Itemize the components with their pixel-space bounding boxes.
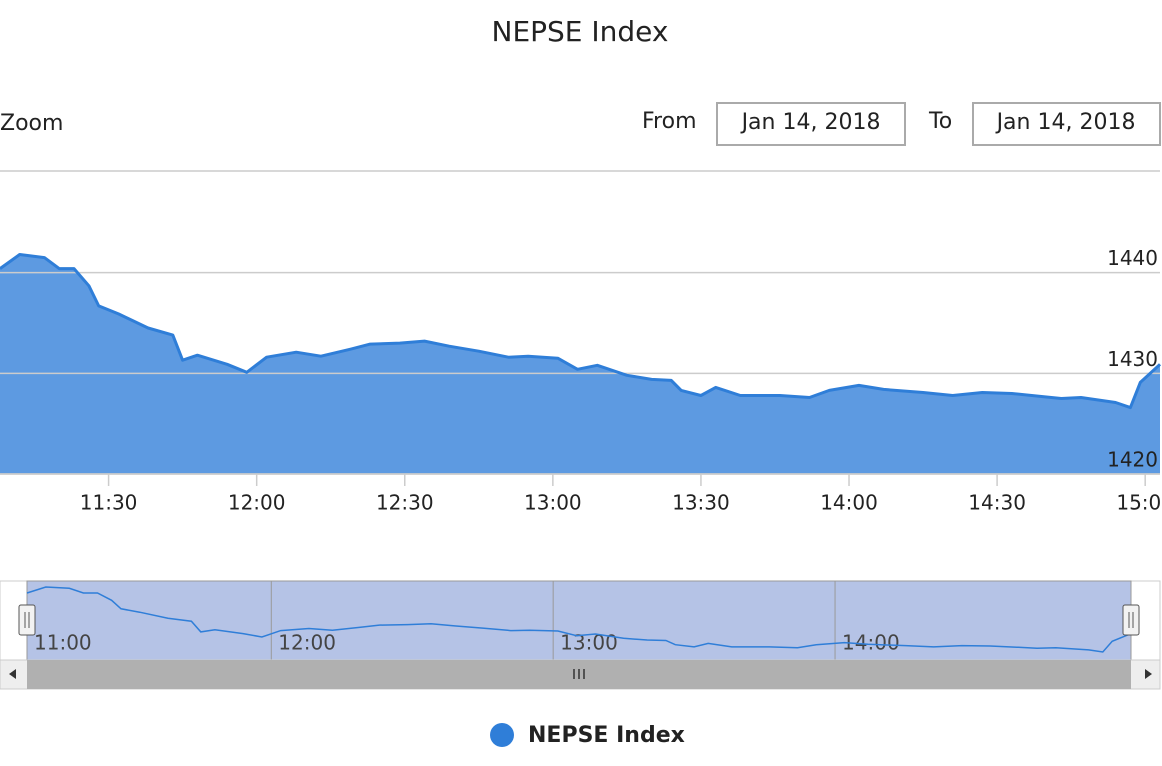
navigator-line [26, 586, 1132, 653]
from-date[interactable]: Jan 14, 2018 [740, 110, 881, 135]
x-tick-label: 14:00 [820, 491, 878, 515]
series-line [0, 253, 1162, 410]
scroll-left-arrow[interactable] [9, 669, 16, 679]
navigator[interactable]: 11:00 12:00 13:00 14:00 [0, 580, 1161, 661]
plot-area: 1420 1430 1440 11:30 12:00 12:30 13:00 13:30 14:… [0, 246, 1162, 515]
x-tick-label: 13:30 [672, 491, 730, 515]
y-tick-label: 1430 [1107, 347, 1158, 371]
area-fill [0, 254, 1160, 474]
from-label: From [642, 109, 697, 134]
to-date[interactable]: Jan 14, 2018 [995, 110, 1136, 135]
x-tick-label: 14:30 [968, 491, 1026, 515]
scroll-right-arrow[interactable] [1145, 669, 1152, 679]
x-tick-label: 15:00 [1116, 491, 1162, 515]
chart-title: NEPSE Index [492, 15, 669, 48]
to-label: To [928, 109, 952, 134]
x-tick-label: 11:30 [80, 491, 138, 515]
from-input[interactable] [716, 102, 906, 146]
navigator-handle[interactable] [18, 604, 36, 636]
x-tick-label: 13:00 [524, 491, 582, 515]
navigator-tick-label: 11:00 [34, 631, 92, 655]
y-tick-label: 1440 [1107, 246, 1158, 270]
to-input[interactable] [972, 102, 1161, 146]
navigator-handle[interactable] [1122, 604, 1140, 636]
zoom-label: Zoom [0, 111, 63, 136]
scrollbar-grip [573, 669, 585, 679]
navigator-tick-label: 12:00 [278, 631, 336, 655]
scrollbar[interactable] [0, 659, 1161, 690]
legend-marker [490, 723, 514, 747]
x-tick-label: 12:30 [376, 491, 434, 515]
legend-label: NEPSE Index [528, 723, 685, 748]
legend[interactable]: NEPSE Index [490, 723, 685, 748]
navigator-handle-grip [24, 612, 30, 628]
navigator-handle-grip [1128, 612, 1134, 628]
x-tick-label: 12:00 [228, 491, 286, 515]
y-tick-label: 1420 [1107, 448, 1158, 472]
